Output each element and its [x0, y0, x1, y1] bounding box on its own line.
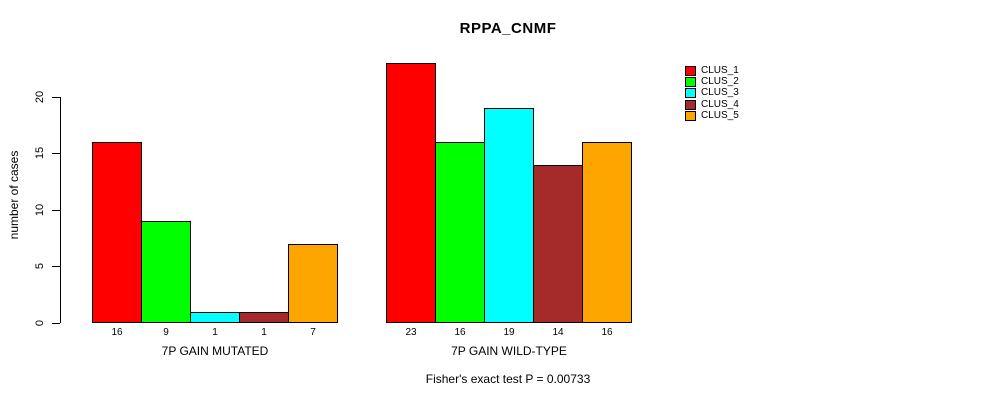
- bar-value-label: 16: [601, 327, 613, 338]
- y-tick-mark: [52, 323, 60, 324]
- legend-swatch-icon: [685, 76, 696, 87]
- legend-swatch-icon: [685, 99, 696, 110]
- bar-clus_5-group1: [288, 244, 338, 323]
- legend-item-clus_1: CLUS_1: [685, 65, 795, 76]
- legend-label: CLUS_3: [701, 87, 739, 99]
- legend-item-clus_3: CLUS_3: [685, 88, 795, 99]
- annotation-text: Fisher's exact test P = 0.00733: [425, 372, 591, 386]
- bar-value-label: 7: [310, 327, 316, 338]
- bar-clus_4-group1: [239, 312, 289, 323]
- y-tick-label: 0: [34, 319, 46, 327]
- bar-clus_2-group1: [141, 221, 191, 323]
- legend-label: CLUS_2: [701, 75, 739, 87]
- bar-clus_2-group2: [435, 142, 485, 323]
- bar-value-label: 16: [111, 327, 123, 338]
- bar-clus_1-group2: [386, 63, 436, 323]
- chart-title: RPPA_CNMF: [459, 20, 557, 37]
- bar-clus_4-group2: [533, 165, 583, 323]
- bar-value-label: 1: [261, 327, 267, 338]
- legend-label: CLUS_4: [701, 98, 739, 110]
- bar-clus_5-group2: [582, 142, 632, 323]
- bar-clus_3-group2: [484, 108, 534, 323]
- legend-item-clus_4: CLUS_4: [685, 99, 795, 110]
- bar-clus_3-group1: [190, 312, 240, 323]
- bar-value-label: 16: [454, 327, 466, 338]
- bar-value-label: 23: [405, 327, 417, 338]
- legend-label: CLUS_1: [701, 64, 739, 76]
- bar-value-label: 1: [212, 327, 218, 338]
- legend-item-clus_5: CLUS_5: [685, 110, 795, 121]
- y-tick-mark: [52, 266, 60, 268]
- legend: CLUS_1 CLUS_2 CLUS_3 CLUS_4 CLUS_5: [685, 65, 795, 122]
- legend-swatch-icon: [685, 110, 696, 121]
- group-label-1: 7P GAIN MUTATED: [161, 344, 269, 358]
- y-tick-label: 10: [34, 203, 46, 217]
- legend-item-clus_2: CLUS_2: [685, 76, 795, 87]
- group-label-2: 7P GAIN WILD-TYPE: [451, 344, 567, 358]
- y-tick-label: 5: [34, 263, 46, 270]
- bar-value-label: 19: [503, 327, 515, 338]
- bar-value-label: 9: [163, 327, 169, 338]
- legend-swatch-icon: [685, 88, 696, 99]
- y-tick-mark: [52, 96, 60, 98]
- y-tick-label: 15: [34, 147, 46, 160]
- y-tick-mark: [52, 209, 60, 211]
- y-tick-mark: [52, 153, 60, 155]
- legend-swatch-icon: [685, 65, 696, 76]
- y-tick-label: 20: [34, 90, 46, 103]
- y-axis-line: [60, 96, 61, 323]
- bar-value-label: 14: [552, 327, 564, 338]
- bar-clus_1-group1: [92, 142, 142, 323]
- legend-label: CLUS_5: [701, 109, 739, 121]
